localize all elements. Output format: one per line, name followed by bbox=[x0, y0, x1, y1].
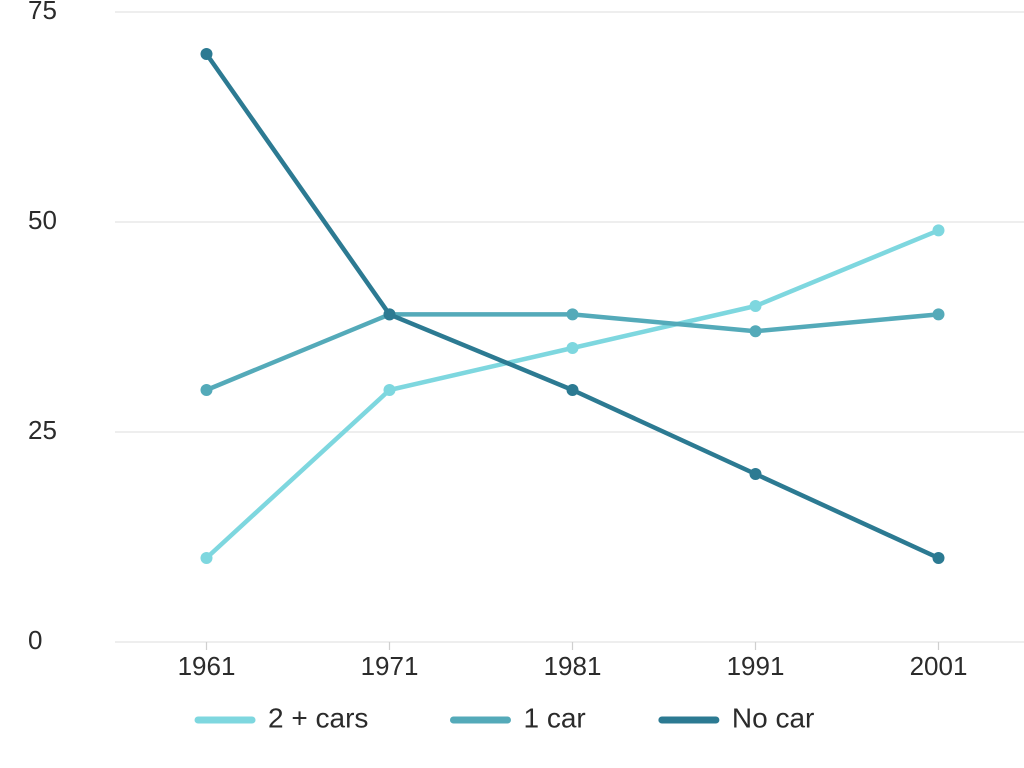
series-marker bbox=[567, 384, 579, 396]
x-tick-label: 1961 bbox=[178, 651, 236, 681]
y-tick-label: 0 bbox=[28, 625, 42, 655]
series-marker bbox=[567, 342, 579, 354]
series-line bbox=[207, 54, 939, 558]
line-chart: 0 25 50 75 1961 1971 1981 1991 2001 2 + cars 1 car… bbox=[0, 0, 1024, 768]
series-marker bbox=[201, 48, 213, 60]
series-marker bbox=[933, 552, 945, 564]
series-marker bbox=[750, 468, 762, 480]
chart-svg: 0 25 50 75 1961 1971 1981 1991 2001 2 + cars 1 car… bbox=[0, 0, 1024, 768]
y-tick-label: 75 bbox=[28, 0, 57, 25]
series-marker bbox=[384, 384, 396, 396]
series-marker bbox=[201, 552, 213, 564]
series-marker bbox=[933, 308, 945, 320]
x-tick-label: 1981 bbox=[544, 651, 602, 681]
series-marker bbox=[933, 224, 945, 236]
legend-label: No car bbox=[732, 702, 814, 733]
series-marker bbox=[750, 325, 762, 337]
x-tick-label: 1991 bbox=[727, 651, 785, 681]
y-tick-label: 50 bbox=[28, 205, 57, 235]
series-marker bbox=[750, 300, 762, 312]
series-marker bbox=[384, 308, 396, 320]
legend-label: 2 + cars bbox=[268, 702, 368, 733]
series-marker bbox=[201, 384, 213, 396]
legend-label: 1 car bbox=[523, 702, 585, 733]
y-tick-label: 25 bbox=[28, 415, 57, 445]
x-tick-label: 2001 bbox=[910, 651, 968, 681]
series-marker bbox=[567, 308, 579, 320]
x-tick-label: 1971 bbox=[361, 651, 419, 681]
